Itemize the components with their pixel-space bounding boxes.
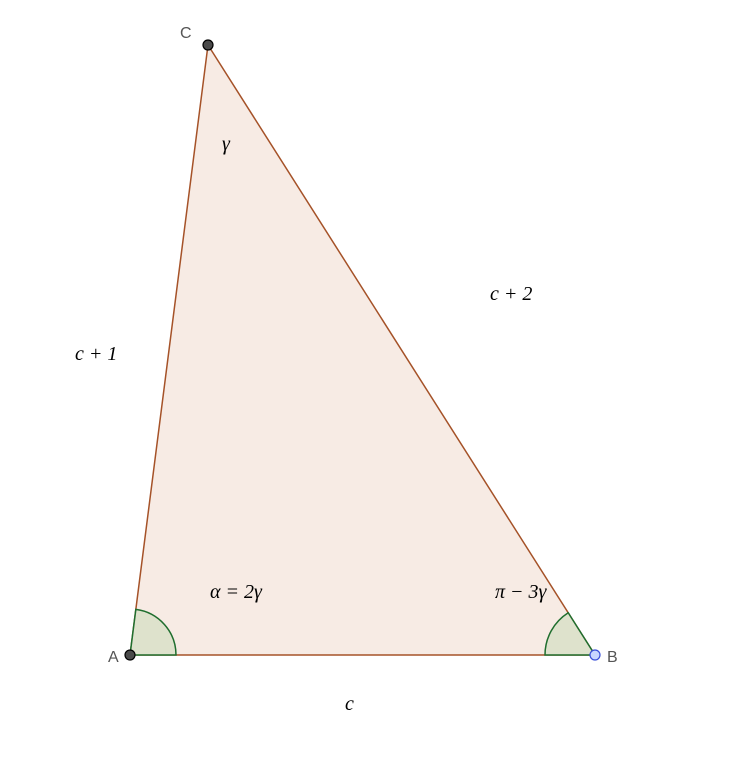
triangle-shape xyxy=(130,45,595,655)
vertex-c-label: C xyxy=(180,25,192,42)
vertex-a-point xyxy=(125,650,135,660)
angle-label-b: π − 3γ xyxy=(495,581,548,603)
angle-label-a: α = 2γ xyxy=(210,581,263,603)
angle-label-c: γ xyxy=(222,133,231,155)
side-label-c2: c + 2 xyxy=(490,283,532,305)
vertex-b-label: B xyxy=(607,649,618,666)
side-label-c: c xyxy=(345,693,354,715)
vertex-b-point xyxy=(590,650,600,660)
side-label-c1: c + 1 xyxy=(75,343,117,365)
vertex-c-point xyxy=(203,40,213,50)
vertex-a-label: A xyxy=(108,649,119,666)
triangle-diagram: A B C c c + 1 c + 2 α = 2γ π − 3γ γ xyxy=(0,0,744,770)
